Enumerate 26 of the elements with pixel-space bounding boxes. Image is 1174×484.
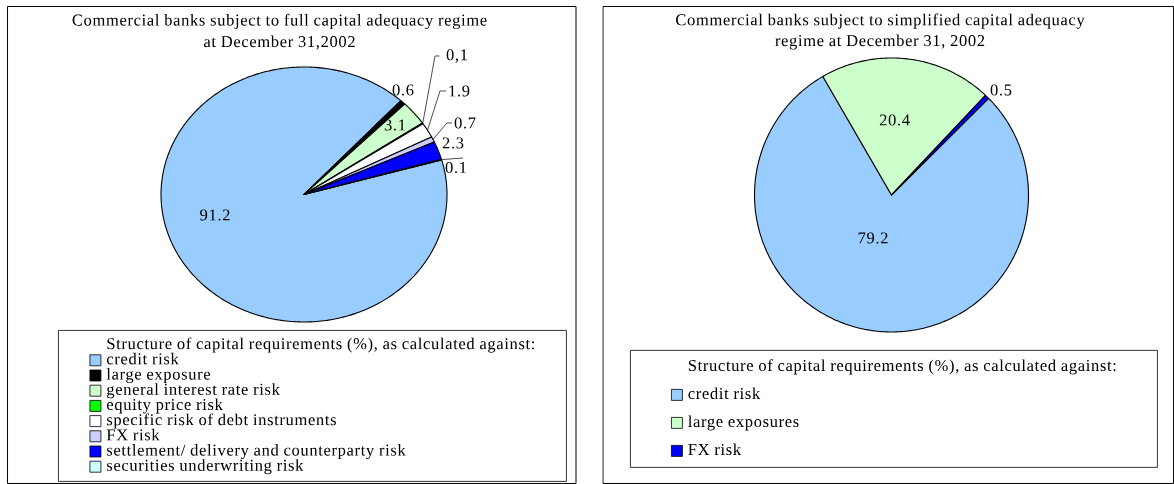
chart-title: Commercial banks subject to full capital adequacy regime at December 31,2002 xyxy=(72,13,487,50)
legend-title: Structure of capital requirements (%), as calculated against: xyxy=(107,337,535,353)
data-label: 0,1 xyxy=(446,49,467,63)
data-label: 91.2 xyxy=(200,209,230,221)
legend-label: credit risk xyxy=(688,387,761,400)
data-label: 3.1 xyxy=(384,119,405,131)
legend-label: settlement/ delivery and counterparty risk xyxy=(107,444,406,460)
legend-label: large exposures xyxy=(688,415,799,431)
data-label: 0.6 xyxy=(392,84,414,96)
legend-label: FX risk xyxy=(688,443,742,456)
legend-title: Structure of capital requirements (%), as calculated against: xyxy=(688,359,1116,375)
data-label: 2.3 xyxy=(442,137,464,149)
data-label: 0.7 xyxy=(454,117,476,129)
data-label: 1.9 xyxy=(449,85,470,97)
legend-label: credit risk xyxy=(106,352,179,365)
legend-label: equity price risk xyxy=(106,398,223,414)
legend-label: FX risk xyxy=(106,428,160,441)
data-label: 79.2 xyxy=(858,232,888,244)
data-label: 0.1 xyxy=(445,161,466,174)
legend-label: securities underwriting risk xyxy=(107,459,304,475)
data-label: 0.5 xyxy=(990,84,1012,96)
legend-label: large exposure xyxy=(106,368,211,384)
legend-label: specific risk of debt instruments xyxy=(107,413,336,429)
legend-label: general interest rate risk xyxy=(107,383,280,399)
data-label: 20.4 xyxy=(879,114,910,126)
chart-title: Commercial banks subject to simplified capital adequacy regime at December 31, 2002 xyxy=(676,13,1085,50)
